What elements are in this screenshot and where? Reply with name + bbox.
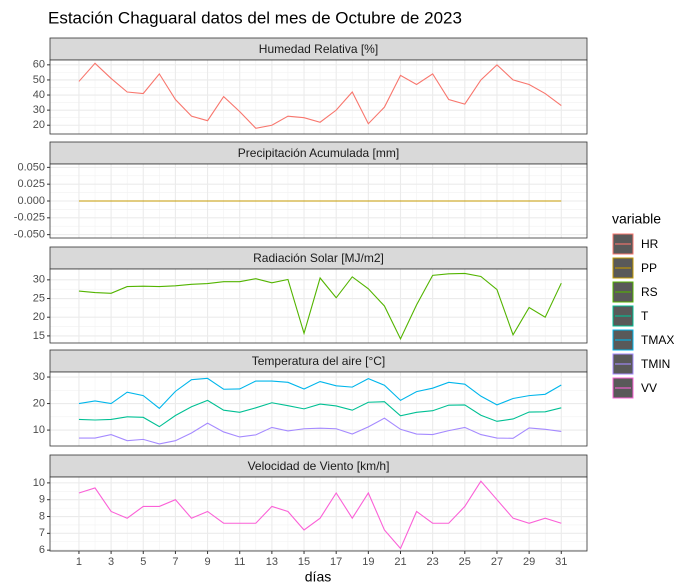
- y-tick-label: 9: [39, 494, 45, 506]
- y-tick-label: -0.025: [14, 212, 45, 224]
- y-tick-label: 8: [39, 510, 45, 522]
- panel: [50, 477, 587, 551]
- line: [78, 62, 562, 129]
- x-tick-label: 13: [266, 556, 278, 568]
- legend-label: HR: [641, 237, 659, 251]
- x-tick-label: 1: [76, 556, 82, 568]
- y-tick-label: 6: [39, 544, 45, 556]
- facet-title: Precipitación Acumulada [mm]: [238, 146, 399, 160]
- legend-label: VV: [641, 381, 657, 395]
- panel: [50, 60, 587, 134]
- legend-label: PP: [641, 261, 657, 275]
- x-tick-label: 21: [394, 556, 406, 568]
- line: [78, 480, 562, 550]
- y-tick-label: 15: [33, 330, 45, 342]
- y-tick-label: 10: [33, 424, 45, 436]
- y-tick-label: 0.025: [17, 178, 45, 190]
- y-tick-label: 50: [33, 74, 45, 86]
- chart-title: Estación Chaguaral datos del mes de Octu…: [48, 8, 462, 27]
- panel-border: [49, 59, 588, 135]
- x-tick-label: 3: [108, 556, 114, 568]
- legend-label: TMIN: [641, 357, 670, 371]
- y-tick-label: 30: [33, 104, 45, 116]
- x-tick-label: 23: [427, 556, 439, 568]
- x-tick-label: 29: [523, 556, 535, 568]
- facet-title: Temperatura del aire [°C]: [252, 354, 386, 368]
- x-tick-label: 7: [172, 556, 178, 568]
- y-tick-label: 20: [33, 311, 45, 323]
- y-tick-label: 20: [33, 397, 45, 409]
- x-tick-label: 27: [491, 556, 503, 568]
- y-tick-label: 20: [33, 119, 45, 131]
- y-tick-label: 7: [39, 527, 45, 539]
- line: [78, 399, 562, 428]
- legend-label: RS: [641, 285, 658, 299]
- line: [78, 272, 562, 341]
- panel-border: [49, 371, 588, 447]
- facet-title: Humedad Relativa [%]: [259, 42, 378, 56]
- x-tick-label: 19: [362, 556, 374, 568]
- legend-label: T: [641, 309, 649, 323]
- x-tick-label: 17: [330, 556, 342, 568]
- y-tick-label: 10: [33, 477, 45, 489]
- x-tick-label: 9: [205, 556, 211, 568]
- panel-border: [49, 268, 588, 344]
- x-tick-label: 11: [234, 556, 245, 568]
- y-tick-label: 30: [33, 371, 45, 383]
- y-tick-label: 0.000: [17, 195, 45, 207]
- line: [78, 377, 562, 410]
- legend-title: variable: [612, 211, 661, 227]
- y-tick-label: 25: [33, 292, 45, 304]
- x-tick-label: 25: [459, 556, 471, 568]
- x-tick-label: 5: [140, 556, 146, 568]
- y-tick-label: 40: [33, 89, 45, 101]
- x-tick-label: 31: [555, 556, 567, 568]
- y-tick-label: -0.050: [14, 229, 45, 241]
- x-axis-title: días: [305, 569, 331, 585]
- panel: [50, 372, 587, 446]
- y-tick-label: 60: [33, 59, 45, 71]
- x-tick-label: 15: [298, 556, 310, 568]
- y-tick-label: 0.050: [17, 161, 45, 173]
- y-tick-label: 30: [33, 274, 45, 286]
- facet-title: Velocidad de Viento [km/h]: [248, 459, 390, 473]
- legend-label: TMAX: [641, 333, 674, 347]
- panel-border: [49, 476, 588, 552]
- facet-title: Radiación Solar [MJ/m2]: [253, 251, 384, 265]
- line: [78, 417, 562, 445]
- panel-border: [49, 163, 588, 239]
